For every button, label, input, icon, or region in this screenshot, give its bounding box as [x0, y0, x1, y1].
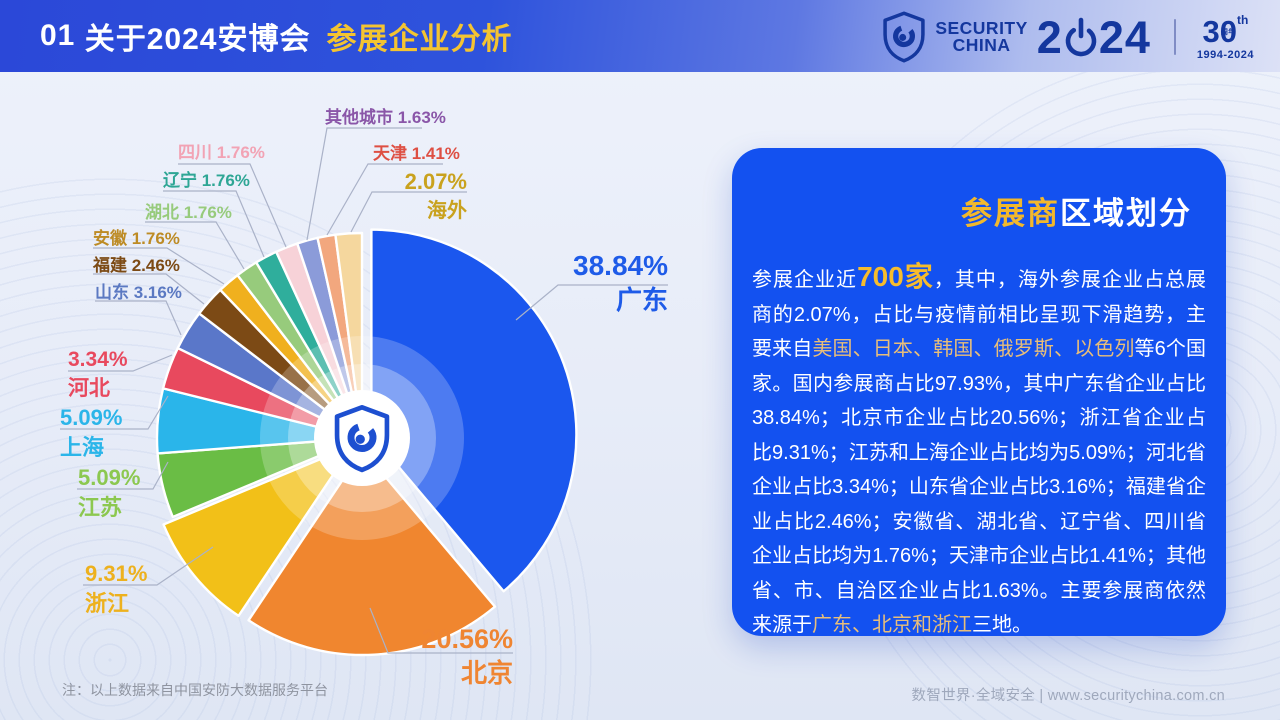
- anniversary-label: 周年: [1221, 28, 1236, 36]
- panel-body-segment: ，其中，海外参展企业占总展商的2.07%，占比与疫情前相比呈现下滑趋势，主要来自: [752, 269, 1207, 360]
- leader-line-山东: [95, 300, 182, 336]
- leader-line-湖北: [145, 221, 245, 270]
- leader-line-河北: [68, 354, 173, 372]
- panel-body-segment: 美国、日本、韩国、俄罗斯、以色列: [812, 338, 1135, 360]
- pie-label-北京: 20.56% 北京: [421, 624, 513, 688]
- page-title: 01 关于2024安博会 参展企业分析: [40, 0, 512, 72]
- leader-line-四川: [178, 163, 287, 248]
- anniversary-badge: 30th 周年 1994-2024: [1196, 12, 1254, 61]
- panel-body-segment: 参展企业近: [752, 269, 858, 291]
- pie-label-浙江: 9.31% 浙江: [85, 561, 148, 616]
- brand-name-line1: SECURITY: [935, 18, 1028, 38]
- pie-label-name: 上海: [60, 434, 105, 460]
- panel-body-segment: 700家: [857, 261, 934, 292]
- pie-label-name: 河北: [68, 376, 110, 400]
- panel-body-segment: 广东、北京和浙江: [812, 614, 972, 636]
- leader-line-北京: [369, 607, 513, 654]
- pie-center-shield-logo: [334, 405, 390, 473]
- leader-line-广东: [515, 284, 668, 321]
- pie-label-value: 3.34%: [68, 348, 128, 371]
- leader-line-福建: [93, 273, 205, 305]
- pie-label-江苏: 5.09% 江苏: [78, 465, 141, 520]
- page-title-text: 关于2024安博会: [84, 23, 311, 56]
- pie-label-广东: 38.84% 广东: [573, 250, 668, 315]
- brand-name-line2: CHINA: [952, 35, 1011, 55]
- leader-line-上海: [60, 395, 169, 430]
- section-number: 01: [40, 19, 76, 52]
- leader-line-其他城市: [306, 127, 422, 241]
- pie-label-name: 江苏: [78, 494, 123, 520]
- panel-body-text: 参展企业近700家，其中，海外参展企业占总展商的2.07%，占比与疫情前相比呈现…: [752, 263, 1206, 643]
- brand-name: SECURITY CHINA: [935, 18, 1028, 55]
- pie-label-安徽: 安徽 1.76%: [93, 229, 180, 248]
- pie-label-其他城市: 其他城市 1.63%: [325, 108, 446, 127]
- pie-label-name: 北京: [460, 658, 513, 689]
- anniversary-years: 1994-2024: [1196, 48, 1254, 61]
- pie-label-海外: 2.07% 海外: [404, 169, 467, 222]
- panel-title-segment: 参展商: [961, 196, 1060, 231]
- security-shield-icon: [883, 11, 925, 63]
- pie-label-山东: 山东 3.16%: [95, 283, 182, 302]
- leader-line-江苏: [77, 461, 169, 490]
- pie-label-四川: 四川 1.76%: [178, 143, 265, 162]
- pie-label-上海: 5.09% 上海: [60, 405, 123, 460]
- anniversary-number: 30: [1202, 13, 1238, 49]
- footnote: 注：以上数据来自中国安防大数据服务平台: [62, 682, 328, 698]
- page-subtitle: 参展企业分析: [326, 23, 513, 56]
- pie-slice-北京: [247, 448, 497, 657]
- pie-label-name: 广东: [615, 285, 668, 316]
- panel-body-segment: 等6个国家。国内参展商占比97.93%，其中广东省企业占比38.84%；北京市企…: [752, 338, 1207, 636]
- leader-line-浙江: [83, 546, 214, 586]
- power-icon: [1065, 17, 1097, 57]
- leader-line-安徽: [93, 247, 225, 285]
- header-bar: 01 关于2024安博会 参展企业分析 SECURITY CHINA 2 24: [0, 0, 1280, 72]
- pie-label-value: 5.09%: [78, 465, 141, 490]
- pie-label-name: 海外: [427, 199, 467, 222]
- footer-tagline: 数智世界·全域安全 | www.securitychina.com.cn: [911, 688, 1225, 704]
- pie-label-value: 38.84%: [573, 250, 668, 281]
- pie-label-天津: 天津 1.41%: [373, 144, 460, 163]
- panel-title: 参展商区域划分: [752, 188, 1192, 233]
- panel-body-segment: 三地。: [972, 614, 1032, 636]
- leader-line-天津: [326, 163, 443, 236]
- pie-label-福建: 福建 2.46%: [93, 256, 180, 275]
- pie-label-河北: 3.34% 河北: [68, 348, 128, 400]
- brand-year: 2 24: [1036, 11, 1151, 63]
- pie-label-value: 9.31%: [85, 561, 148, 586]
- pie-label-湖北: 湖北 1.76%: [145, 203, 232, 222]
- pie-label-value: 5.09%: [60, 405, 123, 430]
- pie-slice-海外: [334, 231, 364, 440]
- pie-label-value: 2.07%: [404, 169, 467, 194]
- brand-divider: [1173, 19, 1176, 55]
- leader-line-海外: [350, 191, 467, 233]
- pie-label-value: 20.56%: [421, 624, 513, 654]
- pie-slice-浙江: [162, 444, 354, 618]
- pie-slice-广东: [370, 228, 578, 593]
- info-panel: 参展商区域划分 参展企业近700家，其中，海外参展企业占总展商的2.07%，占比…: [732, 148, 1226, 636]
- brand-logo: SECURITY CHINA 2 24 30th 周年 1994-2024: [882, 8, 1254, 66]
- pie-label-name: 浙江: [85, 590, 130, 616]
- leader-line-辽宁: [163, 190, 265, 258]
- pie-label-辽宁: 辽宁 1.76%: [163, 171, 250, 190]
- panel-title-segment: 区域划分: [1060, 196, 1192, 231]
